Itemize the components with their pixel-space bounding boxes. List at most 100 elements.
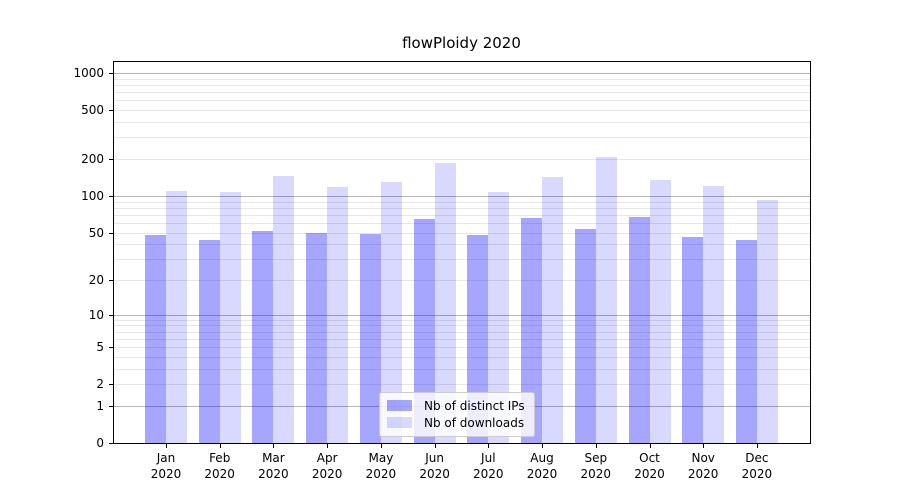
y-tick-mark (109, 280, 113, 281)
y-tick-label: 500 (81, 103, 104, 118)
x-tick-mark (273, 444, 275, 448)
y-tick-mark (109, 405, 113, 407)
y-tick-mark (109, 232, 113, 234)
x-tick-label: Mar 2020 (258, 451, 289, 481)
gridline-minor (114, 122, 810, 123)
gridline-minor (114, 222, 810, 224)
bar-nb-of-downloads (649, 179, 671, 443)
bar-nb-of-distinct-ips (628, 217, 650, 443)
bar-nb-of-downloads (273, 175, 295, 443)
x-tick-mark (166, 444, 167, 448)
y-tick-label: 5 (96, 340, 104, 355)
x-tick-label: Jan 2020 (150, 451, 182, 481)
bar-nb-of-distinct-ips (359, 233, 381, 443)
gridline-minor (114, 347, 810, 349)
gridline-minor (114, 92, 810, 94)
gridline-minor (114, 110, 810, 112)
bar-nb-of-downloads (703, 185, 725, 443)
bar-nb-of-distinct-ips (252, 231, 274, 443)
y-tick-mark (109, 384, 113, 386)
x-tick-mark (542, 444, 543, 448)
x-tick-mark (327, 444, 329, 448)
y-tick-mark (109, 443, 113, 444)
gridline-minor (114, 325, 810, 327)
x-tick-label: Aug 2020 (526, 451, 558, 481)
gridline-minor (114, 214, 810, 216)
x-tick-mark (595, 444, 597, 448)
y-tick-mark (109, 159, 113, 160)
gridline-minor (114, 201, 810, 203)
chart-title: flowPloidy 2020 (402, 34, 521, 52)
x-tick-mark (703, 444, 705, 448)
x-tick-label: Jul 2020 (473, 451, 504, 481)
bar-nb-of-distinct-ips (145, 234, 166, 443)
bar-nb-of-distinct-ips (682, 236, 704, 443)
y-tick-label: 0 (96, 436, 104, 450)
x-tick-label: May 2020 (365, 451, 397, 481)
y-tick-mark (109, 73, 113, 74)
gridline-minor (114, 280, 810, 281)
bar-nb-of-downloads (434, 162, 456, 443)
legend-label-nb-of-distinct-ips: Nb of distinct IPs (424, 398, 525, 413)
gridline-minor (114, 159, 810, 160)
y-tick-label: 50 (88, 225, 104, 240)
x-tick-label: Sep 2020 (580, 451, 612, 481)
legend: Nb of distinct IPs Nb of downloads (379, 392, 535, 437)
bar-nb-of-distinct-ips (467, 234, 489, 443)
gridline-minor (114, 338, 810, 340)
y-tick-label: 2 (96, 377, 104, 392)
x-tick-label: Apr 2020 (311, 451, 343, 481)
y-tick-label: 100 (81, 188, 104, 203)
gridline-minor (114, 207, 810, 209)
plot-area: 0 1 2 5 10 20 50 100 200 500 1000 Jan 2020 Feb 2020 M… (73, 61, 811, 481)
gridline-minor (114, 244, 810, 246)
bar-nb-of-downloads (166, 190, 187, 443)
x-tick-label: Dec 2020 (741, 451, 773, 481)
bar-nb-of-distinct-ips (521, 217, 542, 443)
bar-nb-of-downloads (542, 176, 563, 443)
legend-label-nb-of-downloads: Nb of downloads (424, 415, 525, 430)
gridline-minor (114, 331, 810, 333)
gridline-minor (114, 100, 810, 102)
gridline-minor (114, 137, 810, 139)
gridline-minor (114, 356, 810, 358)
gridline-major (114, 195, 810, 197)
y-tick-label: 20 (88, 273, 104, 287)
x-tick-mark (434, 444, 436, 448)
bar-nb-of-distinct-ips (735, 240, 757, 443)
legend-swatch-nb-of-downloads (387, 417, 412, 428)
bar-nb-of-downloads (488, 192, 510, 443)
gridline-major (114, 73, 810, 74)
gridline-minor (114, 259, 810, 261)
legend-entry-nb-of-downloads: Nb of downloads (387, 414, 525, 431)
bar-nb-of-downloads (756, 200, 778, 443)
bar-nb-of-downloads (380, 182, 402, 443)
x-tick-label: Nov 2020 (687, 451, 719, 481)
x-tick-mark (488, 444, 490, 448)
x-tick-mark (219, 444, 221, 448)
gridline-minor (114, 78, 810, 80)
y-tick-label: 1 (96, 398, 104, 413)
y-tick-mark (109, 110, 113, 112)
bar-nb-of-distinct-ips (306, 232, 328, 443)
gridline-minor (114, 319, 810, 321)
x-tick-mark (649, 444, 651, 448)
bar-nb-of-downloads (327, 186, 349, 443)
gridline-minor (114, 85, 810, 86)
legend-entry-nb-of-distinct-ips: Nb of distinct IPs (387, 397, 525, 414)
x-tick-label: Jun 2020 (419, 451, 450, 481)
y-tick-mark (109, 195, 113, 197)
legend-swatch-nb-of-distinct-ips (387, 400, 412, 411)
bar-nb-of-distinct-ips (574, 229, 596, 443)
y-tick-label: 10 (88, 307, 104, 322)
bar-nb-of-distinct-ips (413, 218, 435, 443)
gridline-major (114, 314, 810, 316)
y-tick-mark (109, 347, 113, 349)
gridline-minor (114, 368, 810, 370)
gridline-minor (114, 384, 810, 386)
x-tick-mark (756, 444, 758, 448)
bar-nb-of-distinct-ips (198, 240, 220, 443)
y-tick-label: 1000 (73, 66, 104, 80)
y-tick-label: 200 (81, 152, 104, 166)
